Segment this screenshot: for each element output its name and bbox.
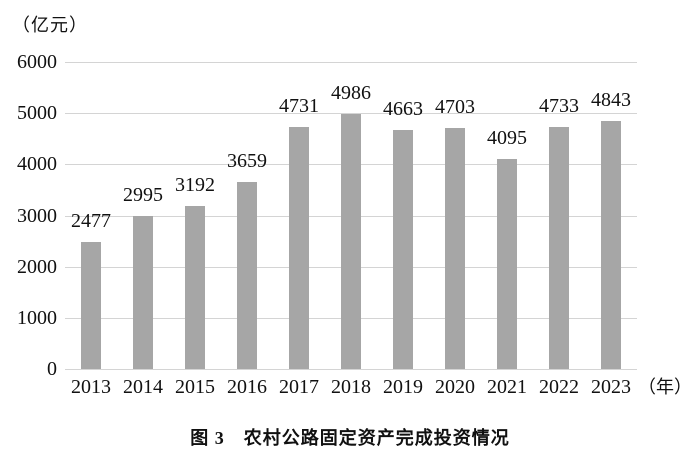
- bar-value-label: 3659: [227, 149, 267, 172]
- x-tick-label: 2021: [487, 376, 527, 398]
- bar-value-label: 2995: [123, 183, 163, 206]
- bar: [445, 128, 465, 369]
- y-tick-label: 3000: [17, 204, 57, 227]
- x-tick-label: 2018: [331, 376, 371, 398]
- x-tick-label: 2014: [123, 376, 163, 398]
- bar: [81, 242, 101, 369]
- bar: [341, 113, 361, 369]
- bar-value-label: 4843: [591, 89, 631, 112]
- gridline: [65, 113, 637, 115]
- x-tick-label: 2016: [227, 376, 267, 398]
- bar: [601, 121, 621, 369]
- y-tick-label: 1000: [17, 306, 57, 329]
- y-tick-label: 4000: [17, 153, 57, 176]
- bar-value-label: 4095: [487, 127, 527, 150]
- y-tick-label: 0: [47, 358, 57, 380]
- bar-value-label: 4733: [539, 94, 579, 117]
- x-tick-label: 2017: [279, 376, 319, 398]
- y-tick-label: 2000: [17, 255, 57, 278]
- bar: [549, 126, 569, 369]
- gridline: [65, 369, 637, 370]
- y-tick-label: 5000: [17, 102, 57, 125]
- plot-area: 2477 2995 3192 3659 4731 4986 4663 4703 4095 4733…: [65, 62, 637, 370]
- x-tick-label: 2015: [175, 376, 215, 398]
- bar-value-label: 3192: [175, 173, 215, 196]
- x-axis-unit-label: （年）: [638, 377, 692, 397]
- bar-value-label: 2477: [71, 210, 111, 233]
- x-tick-label: 2020: [435, 376, 475, 398]
- x-tick-label: 2022: [539, 376, 579, 398]
- x-tick-label: 2013: [71, 376, 111, 398]
- bar-value-label: 4986: [331, 81, 371, 104]
- x-tick-label: 2019: [383, 376, 423, 398]
- gridline: [65, 62, 637, 63]
- x-tick-label: 2023: [591, 376, 631, 398]
- bar: [185, 205, 205, 369]
- bar: [497, 159, 517, 369]
- y-axis-unit-label: （亿元）: [12, 15, 88, 35]
- bar: [289, 126, 309, 369]
- bar-value-label: 4703: [435, 96, 475, 119]
- bar: [133, 215, 153, 369]
- bar-value-label: 4731: [279, 94, 319, 117]
- figure-caption: 图 3 农村公路固定资产完成投资情况: [190, 428, 510, 448]
- bar-value-label: 4663: [383, 98, 423, 121]
- y-tick-label: 6000: [17, 51, 57, 73]
- bar: [393, 130, 413, 369]
- bar: [237, 181, 257, 369]
